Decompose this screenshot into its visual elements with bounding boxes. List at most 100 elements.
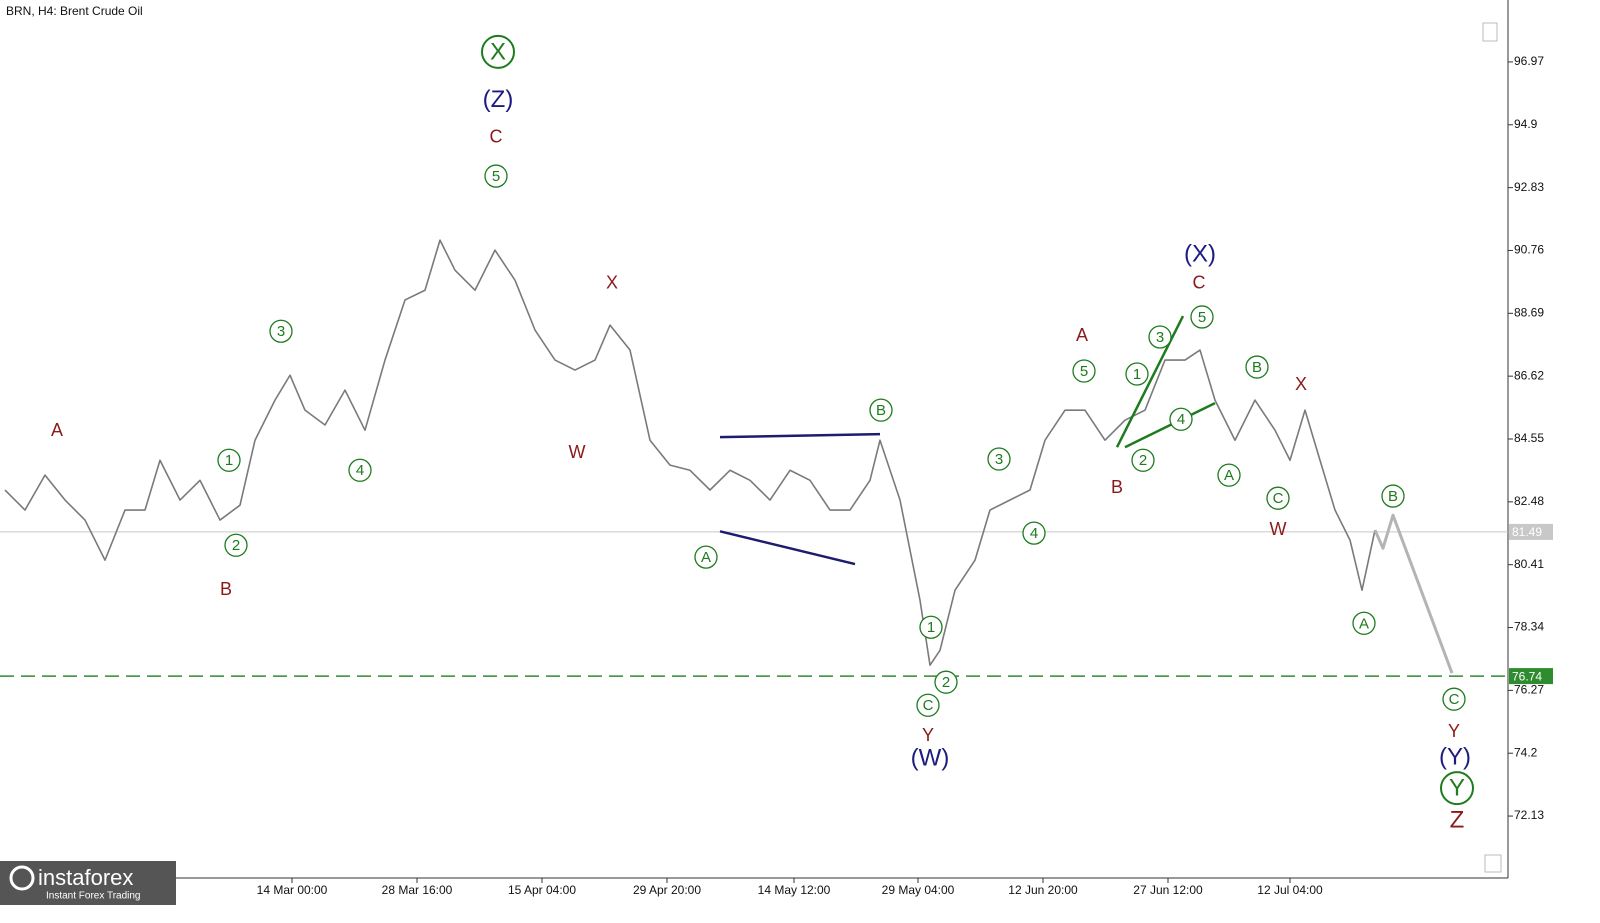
projection-line <box>1373 513 1454 674</box>
trendline <box>719 530 856 566</box>
wave-label-text: 1 <box>927 619 935 636</box>
x-tick-label: 12 Jul 04:00 <box>1257 883 1323 897</box>
wave-label-circle <box>1131 448 1155 472</box>
wave-label-text: A <box>51 420 63 440</box>
logo-tagline: Instant Forex Trading <box>46 891 141 902</box>
x-tick-label: 15 Apr 04:00 <box>508 883 576 897</box>
x-tick-label: 14 May 12:00 <box>758 883 831 897</box>
wave-label-text: X <box>1295 374 1307 394</box>
wave-label-text: W <box>1270 519 1287 539</box>
wave-label: Z <box>1450 807 1465 834</box>
wave-label-text: Y <box>1449 774 1465 801</box>
wave-label: W <box>1270 519 1287 539</box>
y-tick-label: 78.34 <box>1514 620 1544 634</box>
wave-label-circle <box>1125 362 1149 386</box>
toolbar-icon[interactable] <box>1484 854 1502 873</box>
wave-label: 3 <box>987 447 1011 471</box>
wave-label: 1 <box>217 448 241 472</box>
wave-label: (Y) <box>1439 744 1471 771</box>
wave-label-text: Y <box>1448 721 1460 741</box>
wave-label: A <box>694 545 718 569</box>
wave-label: 1 <box>1125 362 1149 386</box>
x-tick-label: 14 Mar 00:00 <box>257 883 328 897</box>
y-tick-label: 72.13 <box>1514 808 1544 822</box>
toolbar-icon[interactable] <box>1482 22 1498 42</box>
wave-label-circle <box>694 545 718 569</box>
wave-label-text: (X) <box>1184 240 1216 267</box>
wave-label: A <box>1352 611 1376 635</box>
wave-label: 2 <box>224 533 248 557</box>
wave-label: C <box>1193 273 1206 293</box>
wave-label-text: 2 <box>1139 452 1147 469</box>
wave-label-text: 5 <box>492 168 500 185</box>
wave-label-circle <box>1352 611 1376 635</box>
y-tick-label: 96.97 <box>1514 54 1544 68</box>
wave-label: A <box>51 420 63 440</box>
wave-label: Y <box>1440 771 1474 806</box>
wave-label-text: X <box>490 38 506 65</box>
wave-label-text: 5 <box>1198 309 1206 326</box>
wave-label: Y <box>1448 721 1460 741</box>
wave-label: (Z) <box>483 86 514 113</box>
wave-label-circle <box>1217 463 1241 487</box>
wave-label: Y <box>922 725 934 745</box>
y-tick-label: 84.55 <box>1514 431 1544 445</box>
wave-label-text: 4 <box>1177 411 1185 428</box>
wave-label: 5 <box>1190 305 1214 329</box>
wave-label-text: 4 <box>1030 525 1038 542</box>
wave-label: C <box>1266 486 1290 510</box>
x-tick-label: 28 Mar 16:00 <box>382 883 453 897</box>
wave-label-text: C <box>923 697 934 714</box>
wave-label-circle <box>1072 359 1096 383</box>
wave-label-circle <box>916 693 940 717</box>
wave-label-circle <box>348 458 372 482</box>
wave-label-text: 1 <box>225 452 233 469</box>
wave-label: X <box>606 273 618 293</box>
y-tick-label: 88.69 <box>1514 305 1544 319</box>
wave-label: 5 <box>484 164 508 188</box>
wave-label-text: 5 <box>1080 363 1088 380</box>
wave-label: X <box>481 34 515 69</box>
logo-icon <box>9 865 35 891</box>
wave-label: 4 <box>348 458 372 482</box>
wave-label-circle <box>1381 484 1405 508</box>
wave-label-text: B <box>220 579 232 599</box>
wave-label-text: C <box>1273 490 1284 507</box>
wave-label-text: 3 <box>277 323 285 340</box>
y-tick-label: 80.41 <box>1514 557 1544 571</box>
y-tick-label: 74.2 <box>1514 745 1538 759</box>
wave-label-circle <box>934 670 958 694</box>
wave-label-text: X <box>606 273 618 293</box>
wave-label-circle <box>987 447 1011 471</box>
wave-label-text: 4 <box>356 462 364 479</box>
wave-label: 2 <box>1131 448 1155 472</box>
wave-label-text: (Y) <box>1439 744 1471 771</box>
wave-label-text: Z <box>1450 807 1465 834</box>
wave-label-circle <box>1022 521 1046 545</box>
wave-label: C <box>490 127 503 147</box>
wave-label: 1 <box>919 615 943 639</box>
wave-label-circle <box>217 448 241 472</box>
wave-label: B <box>1245 355 1269 379</box>
wave-label-text: (W) <box>911 745 950 772</box>
wave-label-circle <box>1148 325 1172 349</box>
wave-label-text: Y <box>922 725 934 745</box>
wave-label-circle <box>1440 771 1474 806</box>
wave-label-circle <box>919 615 943 639</box>
wave-label-text: W <box>569 442 586 462</box>
y-tick-label: 86.62 <box>1514 368 1544 382</box>
wave-label: A <box>1076 325 1088 345</box>
wave-label-text: A <box>701 549 711 566</box>
wave-label-circle <box>481 34 515 69</box>
wave-label: X <box>1295 374 1307 394</box>
wave-label-circle <box>269 319 293 343</box>
wave-label-circle <box>1442 687 1466 711</box>
wave-label-text: 3 <box>995 451 1003 468</box>
wave-label-text: A <box>1224 467 1234 484</box>
wave-label-circle <box>1266 486 1290 510</box>
wave-label-text: 1 <box>1133 366 1141 383</box>
logo-name: instaforex <box>38 865 133 890</box>
wave-label-circle <box>1169 407 1193 431</box>
wave-label: (W) <box>911 745 950 772</box>
